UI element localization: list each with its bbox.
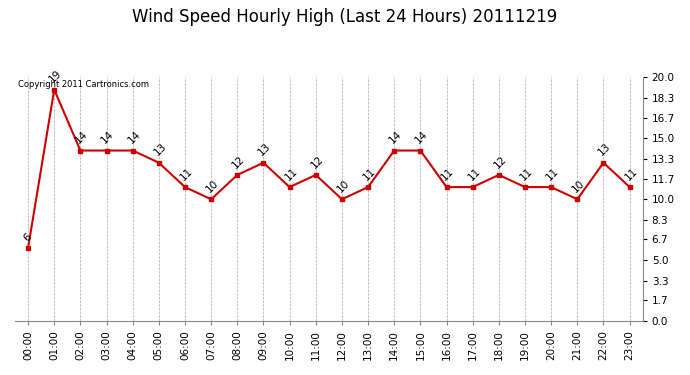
Text: 13: 13 <box>597 141 613 158</box>
Text: 11: 11 <box>518 166 535 182</box>
Text: 10: 10 <box>335 178 351 194</box>
Text: Copyright 2011 Cartronics.com: Copyright 2011 Cartronics.com <box>18 80 149 89</box>
Text: 6: 6 <box>21 231 33 243</box>
Text: 11: 11 <box>466 166 482 182</box>
Text: 19: 19 <box>48 68 63 85</box>
Text: 13: 13 <box>152 141 168 158</box>
Text: 11: 11 <box>361 166 377 182</box>
Text: 13: 13 <box>257 141 273 158</box>
Text: 12: 12 <box>492 153 509 170</box>
Text: 14: 14 <box>126 129 142 146</box>
Text: 12: 12 <box>230 153 247 170</box>
Text: 11: 11 <box>283 166 299 182</box>
Text: 14: 14 <box>413 129 430 146</box>
Text: 11: 11 <box>178 166 195 182</box>
Text: 11: 11 <box>544 166 561 182</box>
Text: 11: 11 <box>440 166 456 182</box>
Text: 10: 10 <box>571 178 586 194</box>
Text: 14: 14 <box>73 129 90 146</box>
Text: 14: 14 <box>99 129 116 146</box>
Text: 14: 14 <box>387 129 404 146</box>
Text: 11: 11 <box>622 166 639 182</box>
Text: 12: 12 <box>309 153 325 170</box>
Text: Wind Speed Hourly High (Last 24 Hours) 20111219: Wind Speed Hourly High (Last 24 Hours) 2… <box>132 8 558 26</box>
Text: 10: 10 <box>204 178 221 194</box>
